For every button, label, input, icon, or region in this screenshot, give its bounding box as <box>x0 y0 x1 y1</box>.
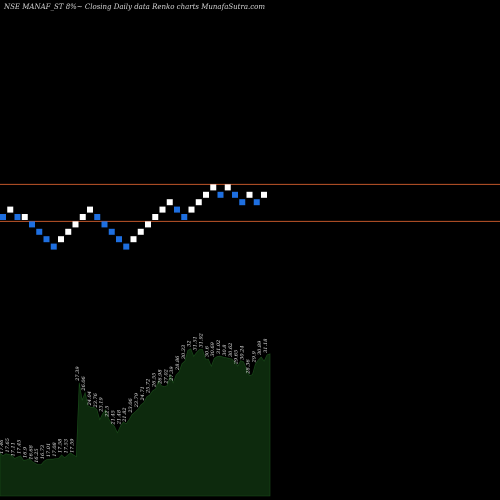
renko-brick-down <box>232 191 238 198</box>
price-data-label: 27.02 <box>163 369 169 384</box>
price-data-labels: 17.46 17.65 17.11 17.45 16.9 16.68 16.25 16.73 1… <box>0 333 269 463</box>
price-data-label: 26.98 <box>157 369 163 384</box>
price-data-label: 30.33 <box>181 345 187 359</box>
renko-brick-down <box>101 221 108 228</box>
renko-brick-down <box>29 221 35 228</box>
renko-brick-up <box>210 184 217 191</box>
price-data-label: 24.04 <box>87 391 93 406</box>
price-data-label: 22.5 <box>105 406 111 418</box>
renko-brick-down <box>239 199 246 206</box>
renko-brick-up <box>7 206 14 213</box>
renko-brick-down <box>94 214 101 220</box>
renko-brick-up <box>72 221 79 228</box>
price-data-label: 28.36 <box>245 359 251 375</box>
renko-brick-down <box>50 243 57 250</box>
price-data-label: 24.71 <box>140 386 146 401</box>
renko-brick-up <box>261 191 267 198</box>
renko-brick-down <box>116 236 122 243</box>
renko-brick-down <box>43 236 50 243</box>
renko-brick-up <box>195 199 202 206</box>
price-data-label: 23.79 <box>134 392 140 408</box>
renko-brick-down <box>217 191 224 198</box>
renko-brick-down <box>0 214 6 220</box>
price-data-label: 31.51 <box>193 336 199 350</box>
price-data-label: 23.19 <box>99 397 105 413</box>
price-data-label: 29.65 <box>234 350 240 365</box>
price-data-label: 23.76 <box>93 392 99 408</box>
renko-brick-up <box>79 214 86 220</box>
price-data-label: 17.53 <box>64 439 70 453</box>
price-data-label: 30.89 <box>257 340 263 355</box>
price-data-label: 17.45 <box>17 440 23 454</box>
renko-brick-down <box>123 243 130 250</box>
price-data-label: 17.65 <box>5 438 11 452</box>
renko-brick-up <box>21 214 28 220</box>
price-data-label: 16.68 <box>28 445 34 459</box>
renko-brick-up <box>87 206 93 213</box>
price-data-label: 29.9 <box>251 350 257 363</box>
renko-bricks <box>0 184 267 250</box>
price-data-label: 16.25 <box>34 448 40 462</box>
renko-brick-up <box>130 236 137 243</box>
price-data-label: 17.11 <box>11 442 17 456</box>
price-area <box>0 348 271 497</box>
price-data-label: 17.59 <box>69 438 75 453</box>
renko-brick-up <box>65 228 72 235</box>
price-data-label: 25.72 <box>146 379 152 394</box>
price-data-label: 30.8 <box>222 345 228 356</box>
price-data-label: 27.39 <box>169 366 175 382</box>
renko-brick-down <box>181 214 188 220</box>
price-data-label: 21.45 <box>110 410 116 425</box>
renko-brick-down <box>14 214 21 220</box>
price-data-label: 30.62 <box>228 343 234 357</box>
price-data-label: 17.58 <box>58 439 64 453</box>
reference-lines <box>0 183 500 222</box>
renko-brick-up <box>152 214 159 220</box>
price-data-label: 17.46 <box>0 439 5 454</box>
price-data-label: 21.82 <box>122 407 128 422</box>
renko-brick-up <box>137 228 144 235</box>
renko-brick-up <box>159 206 166 213</box>
renko-brick-down <box>253 199 260 206</box>
price-data-label: 28.86 <box>175 355 181 371</box>
renko-brick-down <box>174 206 180 213</box>
price-data-label: 31.92 <box>199 333 205 347</box>
price-data-label: 27.39 <box>75 366 81 382</box>
price-data-label: 17.01 <box>46 443 52 457</box>
price-data-label: 16.73 <box>40 445 46 459</box>
renko-brick-up <box>224 184 231 191</box>
renko-brick-up <box>188 206 195 213</box>
renko-brick-down <box>108 228 115 235</box>
price-area-chart <box>0 348 271 497</box>
renko-brick-up <box>145 221 151 228</box>
price-data-label: 30.69 <box>210 341 216 356</box>
price-data-label: 17.08 <box>52 442 58 456</box>
price-data-label: 26.55 <box>152 373 158 388</box>
price-data-label: 26.06 <box>81 375 87 391</box>
price-data-label: 23.06 <box>128 397 134 413</box>
renko-brick-up <box>166 199 173 206</box>
renko-brick-up <box>203 191 209 198</box>
price-data-label: 30.24 <box>240 345 246 359</box>
renko-brick-up <box>246 191 253 198</box>
price-data-label: 16.9 <box>22 446 28 458</box>
price-data-label: 31.18 <box>263 339 269 353</box>
price-data-label: 31.02 <box>216 340 222 354</box>
chart-title: NSE MANAF_ST 8%~ Closing Daily data Renk… <box>3 3 265 11</box>
price-data-label: 32 <box>187 340 193 346</box>
renko-brick-down <box>36 228 43 235</box>
renko-brick-up <box>58 236 64 243</box>
price-data-label: 21.48 <box>116 410 122 425</box>
price-data-label: 30.6 <box>204 345 210 357</box>
